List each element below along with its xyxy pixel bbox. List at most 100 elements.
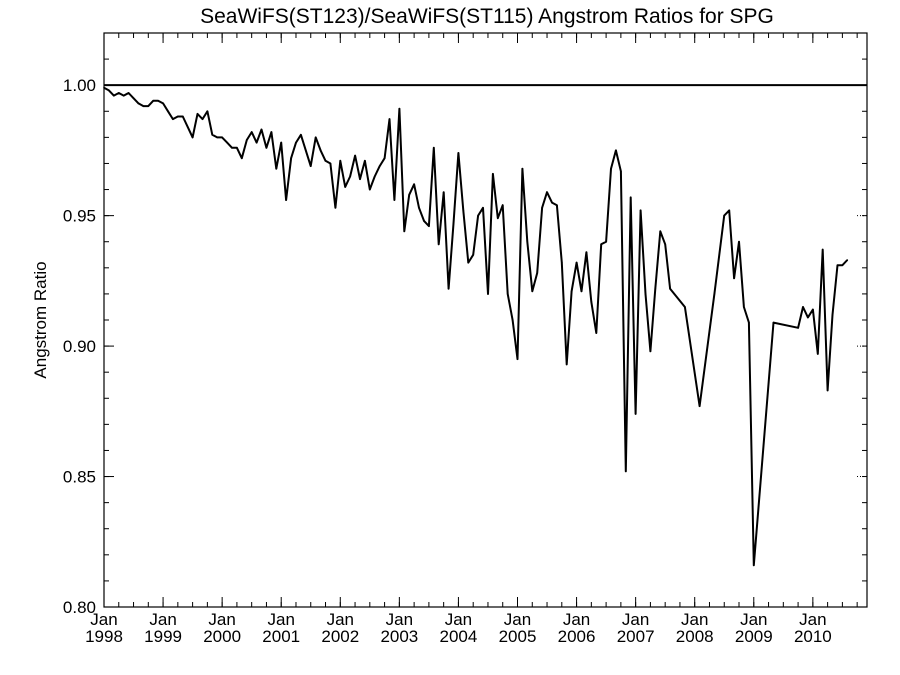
y-tick-label: 0.80	[63, 598, 96, 617]
data-point	[423, 220, 425, 222]
data-point	[147, 105, 150, 107]
data-point	[526, 240, 529, 243]
data-point	[462, 209, 465, 212]
data-point	[615, 149, 617, 152]
data-point	[236, 147, 238, 149]
data-point	[511, 319, 514, 321]
data-point	[369, 188, 371, 191]
data-point	[541, 207, 543, 209]
data-point	[531, 290, 534, 293]
data-point	[644, 293, 647, 295]
x-tick-label-year: 2008	[676, 627, 714, 646]
data-point	[447, 287, 450, 290]
data-point	[245, 139, 248, 141]
data-point	[250, 131, 253, 133]
data-point	[733, 277, 735, 280]
series-layer	[103, 86, 849, 567]
x-tick-label-month: Jan	[90, 610, 117, 629]
data-point	[108, 89, 110, 92]
x-tick-label-month: Jan	[799, 610, 826, 629]
x-tick-label-month: Jan	[740, 610, 767, 629]
data-point	[300, 133, 302, 136]
data-point	[354, 154, 356, 157]
data-point	[723, 214, 726, 217]
x-tick-label-year: 2009	[735, 627, 773, 646]
data-point	[501, 204, 504, 206]
data-point	[260, 128, 263, 131]
data-point	[467, 261, 470, 264]
x-tick-label-year: 2001	[262, 627, 300, 646]
data-point	[393, 199, 396, 201]
data-point	[684, 306, 686, 308]
data-point	[472, 253, 474, 256]
data-point	[167, 110, 169, 113]
data-point	[309, 165, 312, 167]
x-tick-label-month: Jan	[208, 610, 235, 629]
data-point	[162, 102, 164, 105]
data-point	[821, 248, 824, 251]
data-point	[816, 353, 819, 355]
y-tick-label: 0.85	[63, 468, 96, 487]
data-point	[285, 199, 287, 201]
data-point	[241, 157, 243, 160]
chart-title: SeaWiFS(ST123)/SeaWiFS(ST115) Angstrom R…	[200, 5, 774, 28]
data-point	[482, 207, 484, 209]
x-tick-label-month: Jan	[563, 610, 590, 629]
data-point	[113, 94, 115, 97]
data-point	[270, 131, 273, 133]
data-point	[265, 147, 268, 149]
x-tick-label-month: Jan	[386, 610, 413, 629]
data-point	[570, 290, 573, 293]
data-point	[831, 313, 834, 316]
data-point	[620, 170, 622, 173]
data-point	[698, 405, 701, 407]
data-point	[590, 300, 593, 303]
data-point	[231, 147, 233, 149]
x-tick-label-month: Jan	[149, 610, 176, 629]
data-point	[349, 175, 351, 178]
data-point	[836, 264, 839, 267]
data-point	[305, 149, 307, 152]
data-point	[359, 178, 361, 180]
data-point	[157, 100, 159, 102]
data-point	[314, 136, 317, 139]
data-point	[477, 214, 479, 217]
x-axis: Jan1998Jan1999Jan2000Jan2001Jan2002Jan20…	[85, 33, 858, 646]
y-tick-label: 0.95	[63, 207, 96, 226]
data-point	[388, 118, 391, 120]
data-point	[334, 207, 337, 209]
data-point	[373, 175, 376, 178]
x-tick-label-month: Jan	[445, 610, 472, 629]
data-point	[664, 243, 666, 246]
data-point	[132, 97, 135, 100]
y-axis: 0.80 0.85 0.90 0.95 1.00	[63, 32, 867, 617]
data-point	[600, 243, 602, 246]
data-point	[536, 272, 538, 274]
data-point	[580, 290, 583, 293]
data-point	[186, 126, 189, 128]
data-point	[413, 183, 415, 186]
data-point	[752, 564, 755, 567]
data-point	[329, 162, 332, 165]
x-tick-label-year: 2000	[203, 627, 241, 646]
data-point	[728, 209, 730, 212]
data-point	[561, 261, 563, 264]
data-point	[344, 186, 347, 188]
data-point	[639, 209, 642, 212]
data-point	[846, 259, 849, 261]
y-axis-title: Angstrom Ratio	[31, 261, 50, 378]
data-point	[408, 193, 411, 196]
data-point	[127, 92, 130, 94]
data-point	[575, 261, 578, 264]
data-point	[585, 251, 588, 253]
data-point	[364, 160, 366, 162]
data-point	[457, 152, 460, 154]
data-point	[812, 308, 814, 311]
data-point	[437, 243, 440, 246]
data-point	[797, 327, 799, 329]
data-point	[191, 136, 194, 139]
data-point	[629, 196, 632, 199]
x-tick-label-year: 2003	[380, 627, 418, 646]
data-point	[748, 321, 750, 324]
